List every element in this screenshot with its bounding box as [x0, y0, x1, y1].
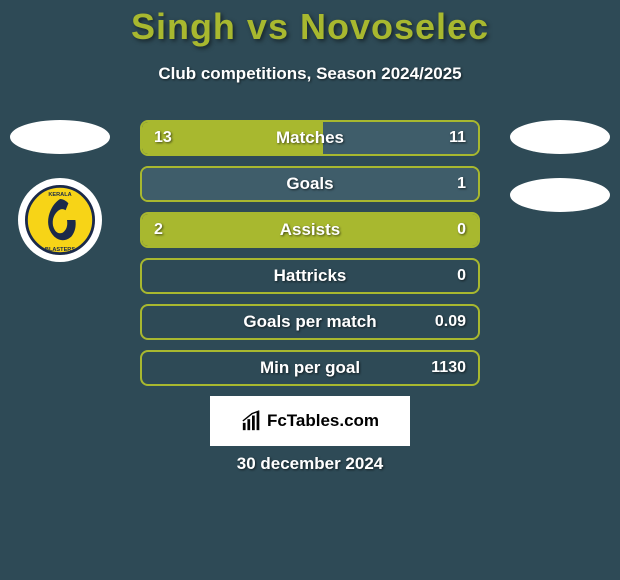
stat-value-left: 2 [154, 221, 163, 239]
page-title: Singh vs Novoselec [0, 0, 620, 48]
stats-container: 13 Matches 11 Goals 1 2 Assists 0 Hattricks 0 Goal… [140, 120, 480, 386]
club-badge-left: KERALA BLASTERS [18, 178, 102, 262]
stat-value-right: 1130 [431, 359, 466, 377]
stat-label: Goals per match [243, 312, 376, 332]
club-badge-right [510, 178, 610, 212]
subtitle: Club competitions, Season 2024/2025 [0, 64, 620, 84]
stat-row: Goals 1 [140, 166, 480, 202]
stat-value-right: 11 [449, 129, 466, 147]
stat-row: Hattricks 0 [140, 258, 480, 294]
date-text: 30 december 2024 [0, 454, 620, 474]
stat-label: Hattricks [274, 266, 347, 286]
country-badge-right [510, 120, 610, 154]
stat-label: Min per goal [260, 358, 360, 378]
kerala-blasters-icon: KERALA BLASTERS [25, 185, 95, 255]
stat-value-right: 0 [457, 221, 466, 239]
footer-attribution: FcTables.com [210, 396, 410, 446]
stat-value-right: 0 [457, 267, 466, 285]
stat-row: 13 Matches 11 [140, 120, 480, 156]
stat-value-right: 1 [457, 175, 466, 193]
stat-value-left: 13 [154, 129, 172, 147]
stat-row: Min per goal 1130 [140, 350, 480, 386]
right-badges [510, 120, 610, 212]
stat-label: Matches [276, 128, 344, 148]
svg-text:KERALA: KERALA [48, 192, 71, 198]
stat-label: Goals [286, 174, 333, 194]
stat-label: Assists [280, 220, 340, 240]
comparison-card: Singh vs Novoselec Club competitions, Se… [0, 0, 620, 580]
left-badges: KERALA BLASTERS [10, 120, 110, 262]
chart-icon [241, 410, 263, 432]
footer-text: FcTables.com [267, 411, 379, 431]
stat-value-right: 0.09 [435, 313, 466, 331]
country-badge-left [10, 120, 110, 154]
stat-row: 2 Assists 0 [140, 212, 480, 248]
svg-text:BLASTERS: BLASTERS [45, 247, 75, 253]
stat-row: Goals per match 0.09 [140, 304, 480, 340]
